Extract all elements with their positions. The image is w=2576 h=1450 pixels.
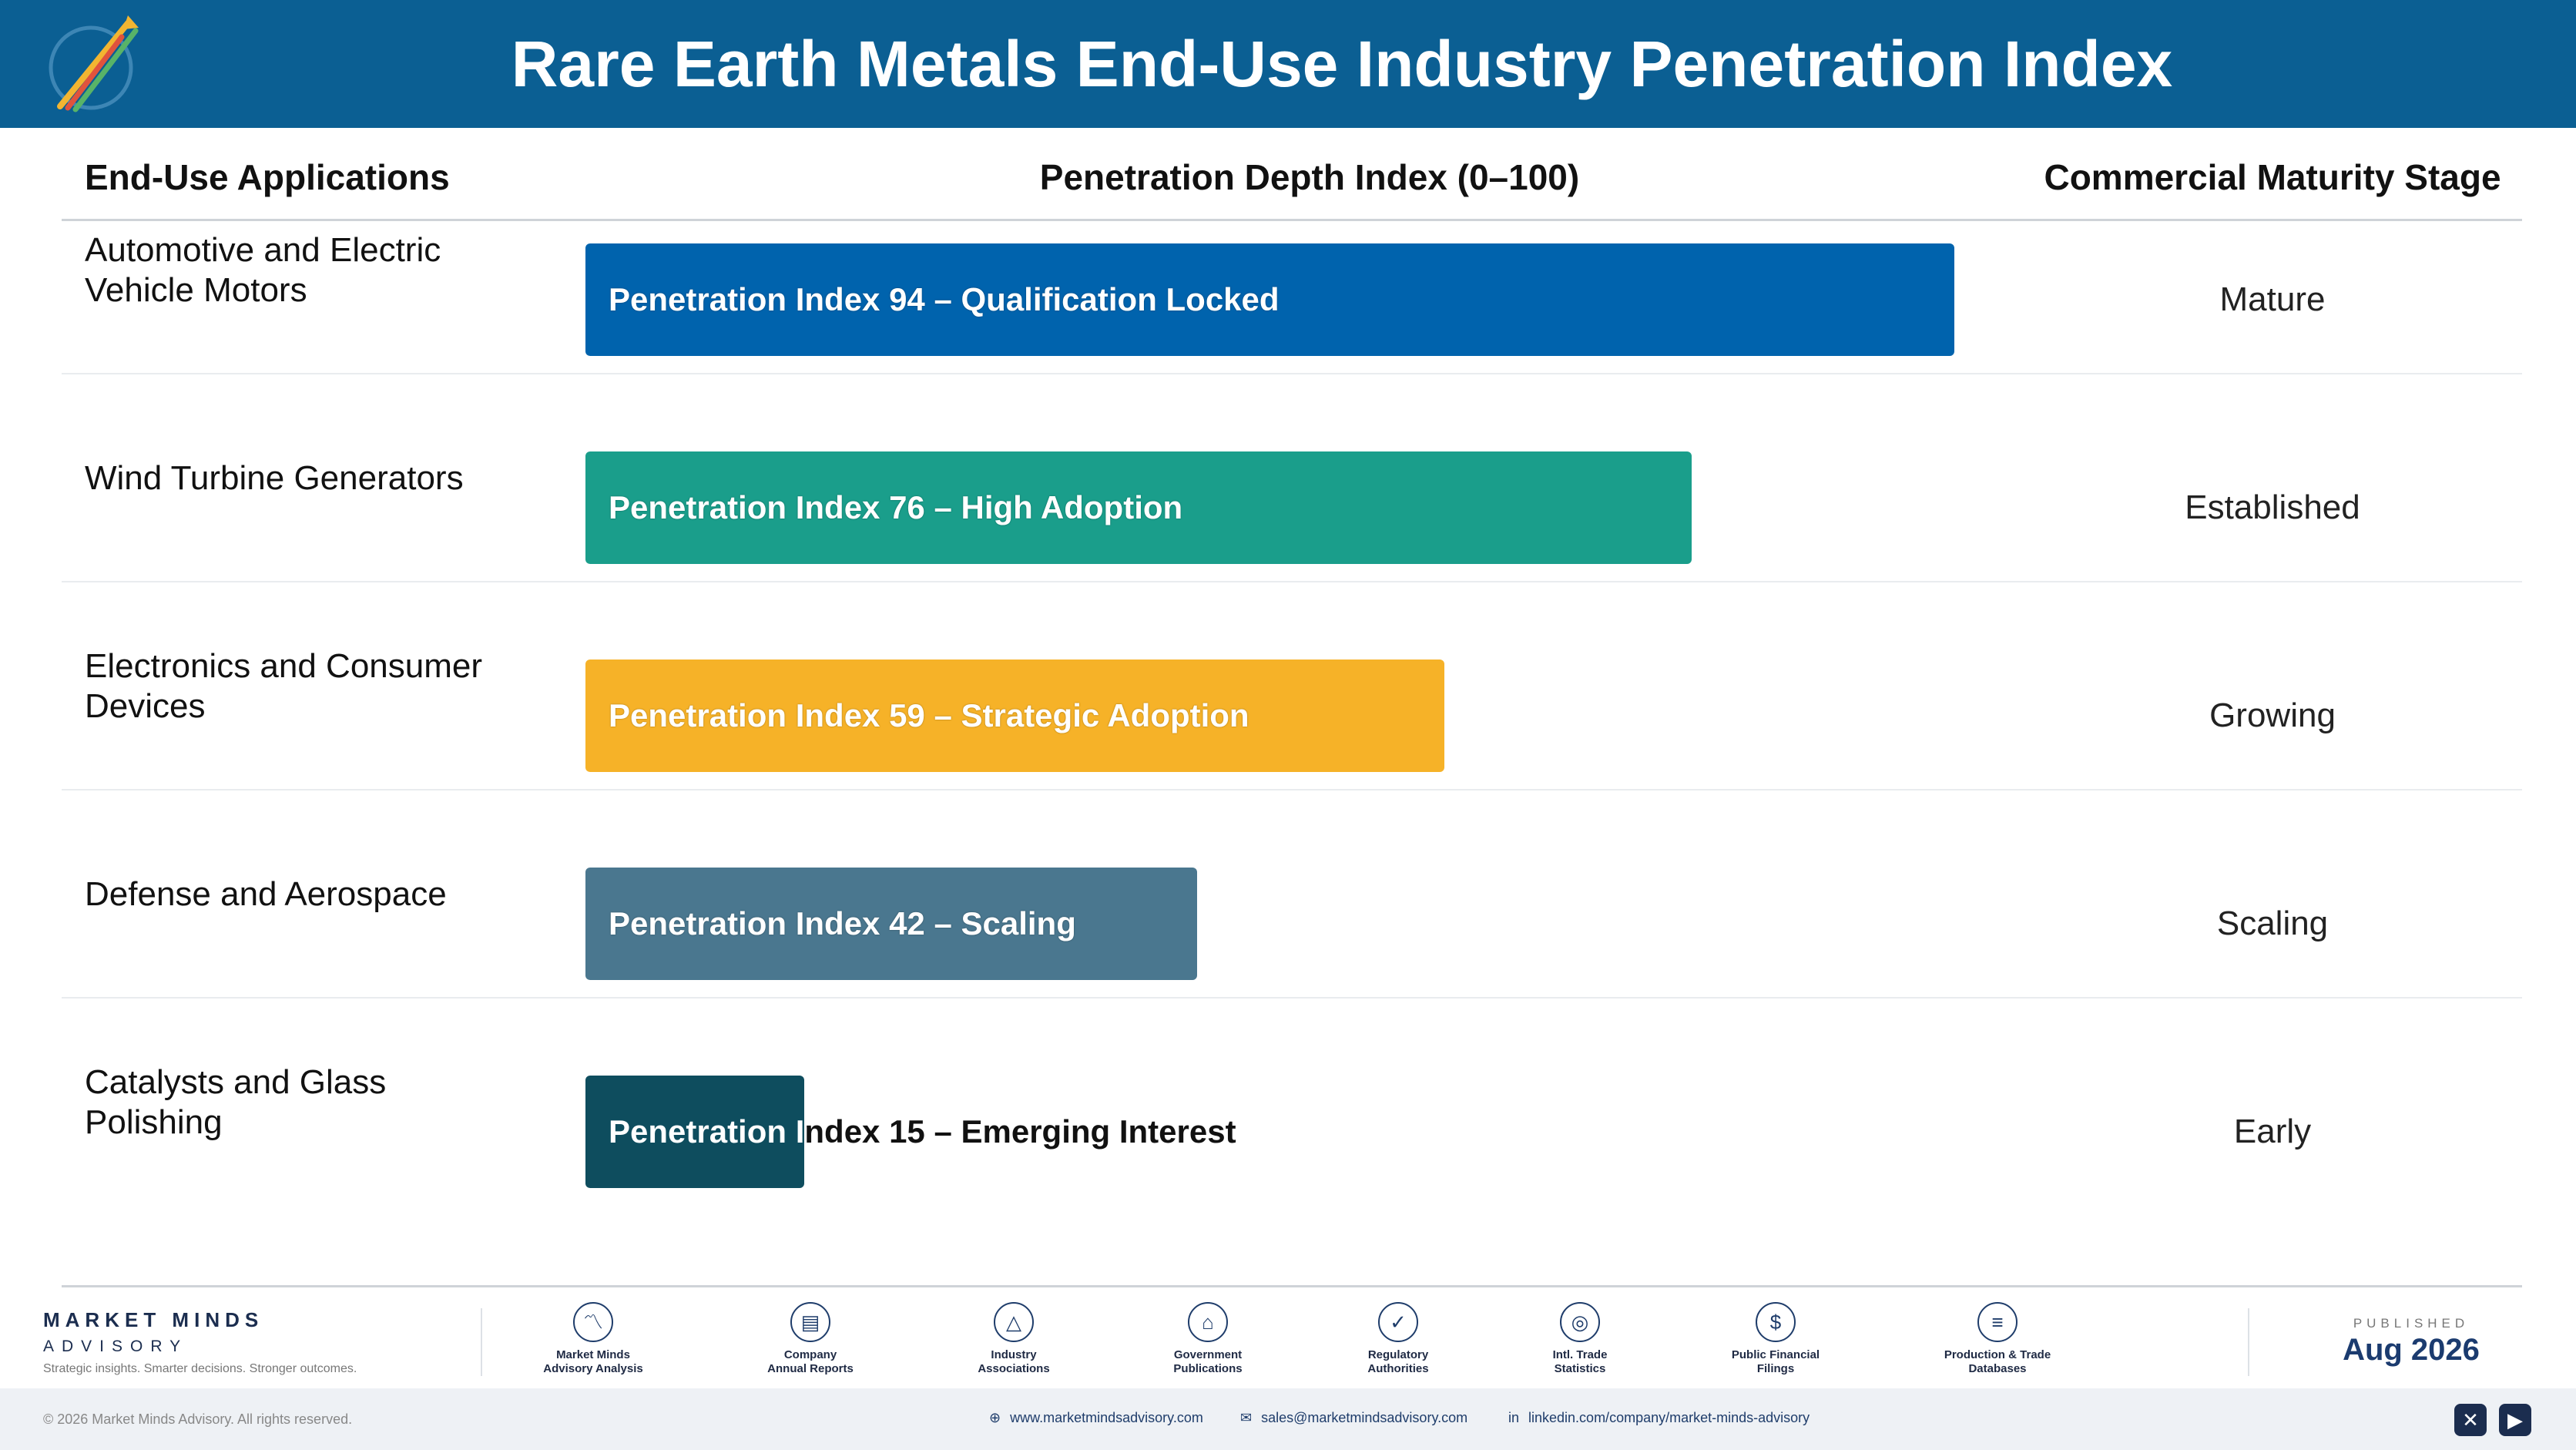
maturity-stage: Growing [2209,696,2336,734]
dollar-coin-icon: $ [1756,1302,1796,1342]
database-icon: ≡ [1977,1302,2018,1342]
maturity-stage: Established [2185,488,2360,526]
source-label-line2: Associations [978,1362,1050,1375]
column-header-stage: Commercial Maturity Stage [2044,157,2501,197]
source-label: Market Minds Advisory Analysis [516,1348,670,1376]
linkedin-text[interactable]: linkedin.com/company/market-minds-adviso… [1528,1410,1810,1425]
source-item: ≡ Production & Trade Databases [1920,1302,2075,1376]
source-label: Company Annual Reports [733,1348,887,1376]
published-date: Aug 2026 [2343,1333,2480,1367]
source-label-line2: Databases [1968,1362,2027,1375]
website-text[interactable]: www.marketmindsadvisory.com [1010,1410,1203,1425]
government-building-icon: ⌂ [1188,1302,1228,1342]
published-label: PUBLISHED [2353,1316,2470,1331]
copyright-text: © 2026 Market Minds Advisory. All rights… [43,1411,353,1427]
penetration-bar [585,1076,804,1188]
row-divider [62,581,2522,582]
bar-value-label: Penetration Index 59 – Strategic Adoptio… [609,697,1249,733]
row-divider [62,373,2522,374]
chart-row: Electronics and Consumer Devices Penetrat… [0,582,2576,790]
youtube-icon[interactable]: ▶ [2499,1404,2531,1436]
source-item: ◎ Intl. Trade Statistics [1503,1302,1657,1376]
source-label-line1: Market Minds [556,1348,630,1361]
linkedin-link[interactable]: in linkedin.com/company/market-minds-advi… [1508,1410,1810,1426]
penetration-bar [585,243,1954,356]
source-item: $ Public Financial Filings [1699,1302,1853,1376]
source-label: Regulatory Authorities [1321,1348,1475,1376]
brand-subtitle: ADVISORY [43,1338,189,1355]
source-label-line2: Statistics [1554,1362,1606,1375]
column-header-applications: End-Use Applications [85,157,450,197]
source-label: Intl. Trade Statistics [1503,1348,1657,1376]
chart-row: Catalysts and Glass Polishing Penetration… [0,999,2576,1207]
row-divider [62,789,2522,790]
column-header-index: Penetration Depth Index (0–100) [1039,157,1580,197]
bar-value-label: Penetration Index 94 – Qualification Loc… [609,281,1280,317]
source-label-line1: Company [783,1348,837,1361]
application-label: Wind Turbine Generators [85,459,464,497]
header-banner: Rare Earth Metals End-Use Industry Penet… [0,0,2576,128]
source-item: △ Industry Associations [937,1302,1091,1376]
x-social-icon[interactable]: ✕ [2454,1404,2487,1436]
linkedin-icon: in [1508,1410,1520,1425]
source-item: ⌂ Government Publications [1131,1302,1285,1376]
row-divider [62,997,2522,999]
source-item: ▤ Company Annual Reports [733,1302,887,1376]
maturity-stage: Scaling [2216,905,2329,942]
chart-line-icon: 〽 [573,1302,613,1342]
source-label: Government Publications [1131,1348,1285,1376]
source-label-line1: Public Financial [1731,1348,1820,1361]
maturity-stage: Early [2233,1113,2312,1150]
source-label-line2: Filings [1756,1362,1795,1375]
source-label-line2: Annual Reports [767,1362,854,1375]
bottom-bar [0,1388,2576,1450]
source-item: ✓ Regulatory Authorities [1321,1302,1475,1376]
source-label-line1: Production & Trade [1944,1348,2051,1361]
brand-name: MARKET MINDS [43,1308,264,1331]
page-title: Rare Earth Metals End-Use Industry Penet… [511,28,2173,100]
globe-icon: ◎ [1560,1302,1600,1342]
email-link[interactable]: ✉ sales@marketmindsadvisory.com [1240,1410,1467,1426]
application-label: Defense and Aerospace [85,875,447,913]
globe-icon: ⊕ [989,1410,1001,1425]
footer-divider-right [2248,1308,2249,1376]
chart-row: Wind Turbine Generators Penetration Index… [0,374,2576,582]
chart-row: Automotive and Electric Vehicle Motors Pe… [0,166,2576,374]
source-label-line1: Industry [991,1348,1037,1361]
shield-check-icon: ✓ [1378,1302,1418,1342]
application-label: Catalysts and Glass Polishing [85,1063,387,1141]
penetration-bar [585,451,1692,564]
email-text[interactable]: sales@marketmindsadvisory.com [1261,1410,1468,1425]
application-label: Automotive and Electric Vehicle Motors [85,231,441,309]
source-label-line1: Intl. Trade [1552,1348,1608,1361]
source-item: 〽 Market Minds Advisory Analysis [516,1302,670,1376]
table-bottom-divider [62,1285,2522,1287]
website-link[interactable]: ⊕ www.marketmindsadvisory.com [989,1410,1203,1426]
chart-row: Defense and Aerospace Penetration Index 4… [0,790,2576,999]
maturity-stage: Mature [2219,280,2326,318]
document-icon: ▤ [790,1302,830,1342]
mail-icon: ✉ [1240,1410,1253,1425]
source-label-line2: Authorities [1367,1362,1429,1375]
source-label-line1: Government [1173,1348,1243,1361]
source-label: Production & Trade Databases [1920,1348,2075,1376]
source-label-line2: Publications [1173,1362,1243,1375]
source-label-line2: Advisory Analysis [543,1362,643,1375]
application-label: Electronics and Consumer Devices [85,647,483,725]
source-label: Industry Associations [937,1348,1091,1376]
brand-tagline: Strategic insights. Smarter decisions. S… [43,1362,357,1375]
penetration-bar [585,868,1197,980]
source-label-line1: Regulatory [1367,1348,1429,1361]
source-label: Public Financial Filings [1699,1348,1853,1376]
company-logo [49,15,139,112]
header-divider [62,219,2522,221]
footer-divider-left [481,1308,482,1376]
bar-value-label: Penetration Index 76 – High Adoption [609,489,1183,525]
penetration-bar [585,660,1444,772]
bar-value-label: Penetration Index 15 – Emerging Interest [609,1076,1236,1188]
bar-value-label: Penetration Index 42 – Scaling [609,905,1076,941]
network-icon: △ [994,1302,1034,1342]
footer [0,1294,2576,1388]
